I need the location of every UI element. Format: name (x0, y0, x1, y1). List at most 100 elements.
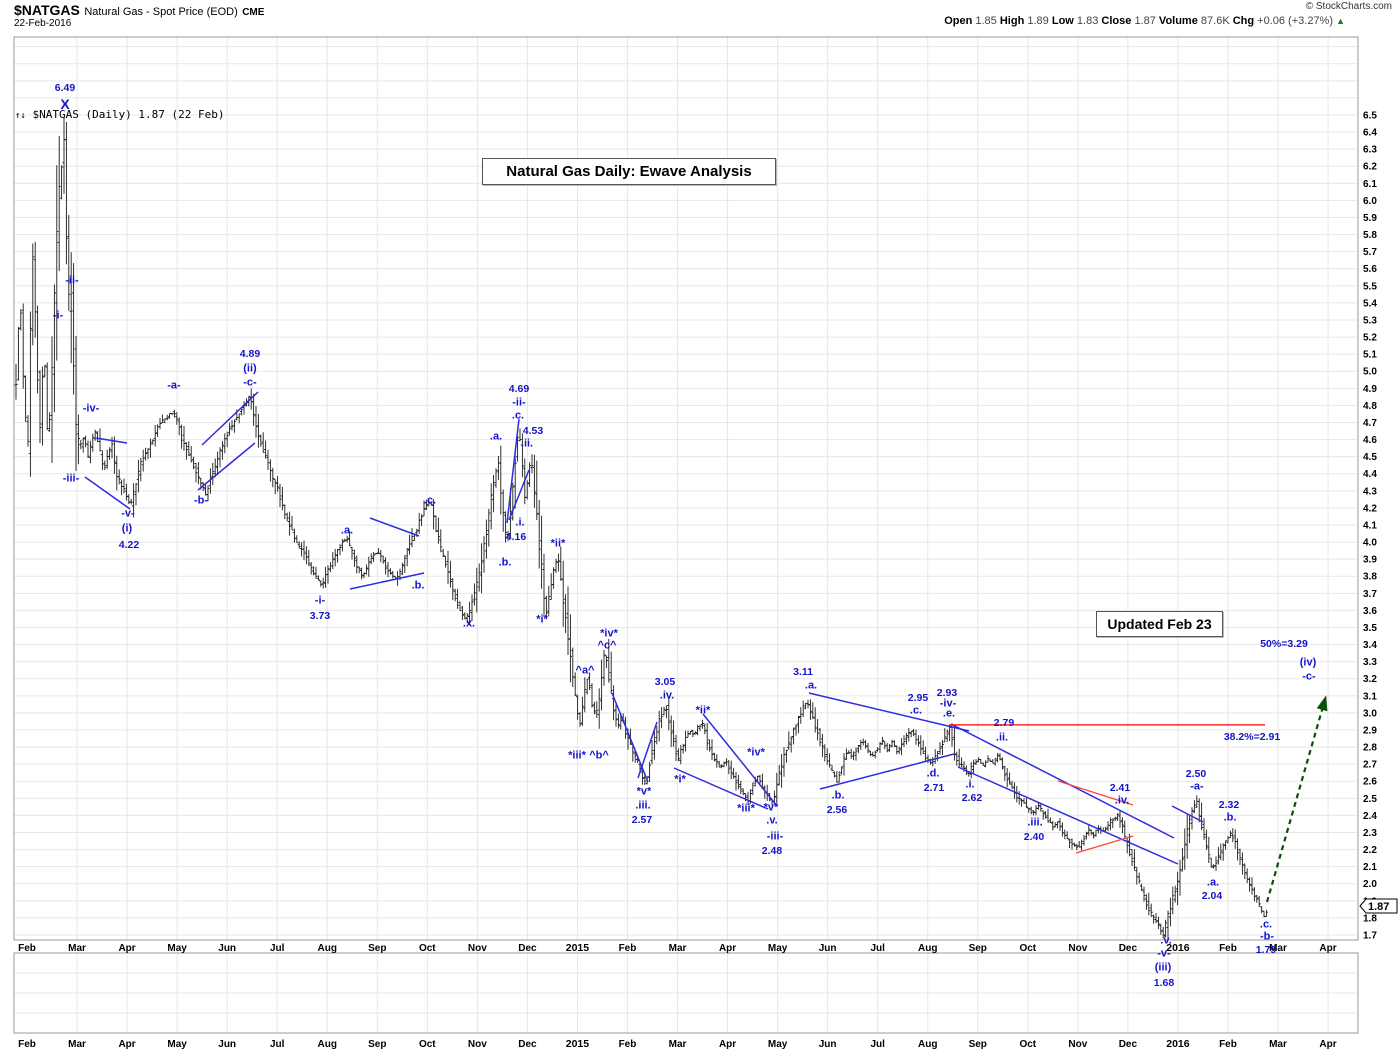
x-axis-label-lower: Feb (619, 1039, 637, 1050)
y-axis-label: 3.0 (1363, 708, 1377, 719)
x-axis-label-lower: Nov (1068, 1039, 1087, 1050)
x-axis-label: 2016 (1166, 942, 1190, 954)
y-axis-label: 1.7 (1363, 930, 1377, 941)
y-axis-label: 4.0 (1363, 538, 1377, 549)
trendline (369, 517, 420, 537)
y-axis-label: 2.8 (1363, 743, 1377, 754)
y-axis-label: 4.1 (1363, 520, 1377, 531)
x-axis-label: Aug (318, 943, 337, 954)
y-axis-label: 3.9 (1363, 555, 1377, 566)
trendline (506, 418, 520, 524)
x-axis-label-lower: Apr (1319, 1039, 1336, 1050)
y-axis-label: 5.3 (1363, 315, 1377, 326)
trendline (201, 391, 259, 446)
symbol-description: Natural Gas - Spot Price (EOD) (84, 6, 238, 18)
y-axis-label: 6.2 (1363, 162, 1377, 173)
y-axis-label: 2.0 (1363, 879, 1377, 890)
x-axis-label: Jun (819, 943, 837, 954)
x-axis-label-lower: Sep (368, 1039, 386, 1050)
y-axis-label: 3.1 (1363, 691, 1377, 702)
lower-panel-frame (13, 952, 1359, 1034)
y-axis-label: 4.9 (1363, 384, 1377, 395)
x-axis-label: Sep (969, 943, 987, 954)
trendline (702, 713, 778, 807)
x-axis-label-lower: May (167, 1039, 187, 1050)
y-axis-label: 4.2 (1363, 503, 1377, 514)
y-axis-label: 5.8 (1363, 230, 1377, 241)
x-axis-label: Dec (1119, 943, 1138, 954)
y-axis-label: 5.5 (1363, 281, 1377, 292)
y-axis-label: 5.4 (1363, 298, 1377, 309)
low-label: Low (1051, 15, 1074, 27)
projection-arrow-line (1265, 702, 1326, 903)
x-axis-label-lower: Sep (969, 1039, 987, 1050)
close-label: Close (1101, 15, 1132, 27)
y-axis-label: 2.1 (1363, 862, 1377, 873)
y-axis-label: 4.7 (1363, 418, 1377, 429)
x-axis-label: Sep (368, 943, 386, 954)
x-axis-label-lower: Feb (1219, 1039, 1237, 1050)
x-axis-label-lower: Jul (870, 1039, 885, 1050)
y-axis-label: 5.0 (1363, 367, 1377, 378)
y-axis-label: 6.0 (1363, 196, 1377, 207)
x-axis-label: Nov (468, 943, 487, 954)
projection-arrowhead-icon (1316, 695, 1328, 712)
y-axis-label: 3.8 (1363, 572, 1377, 583)
y-axis-label: 6.1 (1363, 179, 1377, 190)
high-value: 1.89 (1027, 15, 1049, 27)
x-axis-label-lower: Jul (270, 1039, 285, 1050)
y-axis-label: 4.5 (1363, 452, 1377, 463)
last-price-tag-value: 1.87 (1368, 901, 1389, 913)
x-axis-label-lower: 2016 (1166, 1038, 1190, 1050)
y-axis-label: 4.8 (1363, 401, 1377, 412)
x-axis-label-lower: 2015 (566, 1038, 590, 1050)
x-axis-label-lower: Mar (68, 1039, 86, 1050)
y-axis-label: 2.5 (1363, 794, 1377, 805)
x-axis-label: Mar (68, 943, 86, 954)
trendline (808, 692, 970, 732)
trendline (819, 753, 955, 790)
x-axis-label: Dec (518, 943, 537, 954)
x-axis-label: Jun (218, 943, 236, 954)
x-axis-label-lower: Apr (719, 1039, 736, 1050)
last-price-tag (1359, 898, 1398, 914)
y-axis-label: 2.2 (1363, 845, 1377, 856)
chg-value: +0.06 (+3.27%) (1257, 15, 1334, 27)
y-axis-label: 4.4 (1363, 469, 1377, 480)
x-axis-label-lower: Nov (468, 1039, 487, 1050)
y-axis-label: 2.7 (1363, 760, 1377, 771)
y-axis-label: 5.6 (1363, 264, 1377, 275)
y-axis-label: 5.7 (1363, 247, 1377, 258)
trendline (1171, 805, 1204, 823)
trendline (952, 724, 1175, 839)
open-value: 1.85 (975, 15, 997, 27)
x-axis-label: Oct (419, 943, 436, 954)
x-axis-label: Mar (669, 943, 687, 954)
y-axis-label: 6.4 (1363, 128, 1377, 139)
y-axis-label: 2.9 (1363, 725, 1377, 736)
x-axis-label-lower: Mar (669, 1039, 687, 1050)
x-axis-label-lower: Apr (118, 1039, 135, 1050)
x-axis-label-lower: Jun (218, 1039, 236, 1050)
x-axis-label: May (768, 943, 788, 954)
main-plot-frame (13, 36, 1359, 941)
open-label: Open (944, 15, 973, 27)
y-axis-label: 3.4 (1363, 640, 1377, 651)
x-axis-label-lower: Jun (819, 1039, 837, 1050)
x-axis-label-lower: Aug (918, 1039, 937, 1050)
x-axis-label: Feb (18, 943, 36, 954)
trendline (197, 442, 256, 491)
chart-title-box: Natural Gas Daily: Ewave Analysis (482, 158, 776, 185)
x-axis-label-lower: Feb (18, 1039, 36, 1050)
x-axis-label: Jul (270, 943, 285, 954)
x-axis-label-lower: Oct (419, 1039, 436, 1050)
updown-arrows-icon: ↑↓ (15, 111, 26, 121)
trendline (673, 767, 769, 810)
trendline (84, 476, 131, 510)
y-axis-label: 3.7 (1363, 589, 1377, 600)
y-axis-label: 4.3 (1363, 486, 1377, 497)
volume-value: 87.6K (1200, 15, 1230, 27)
y-axis-label: 6.5 (1363, 111, 1377, 122)
